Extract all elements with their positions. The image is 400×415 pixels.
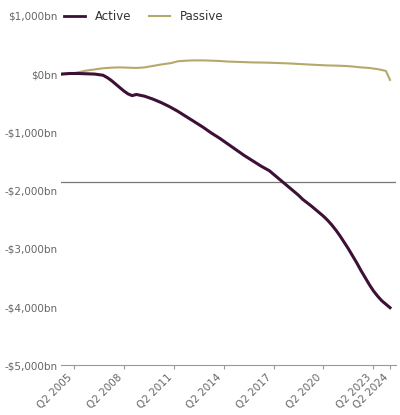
Legend: Active, Passive: Active, Passive xyxy=(64,10,223,23)
